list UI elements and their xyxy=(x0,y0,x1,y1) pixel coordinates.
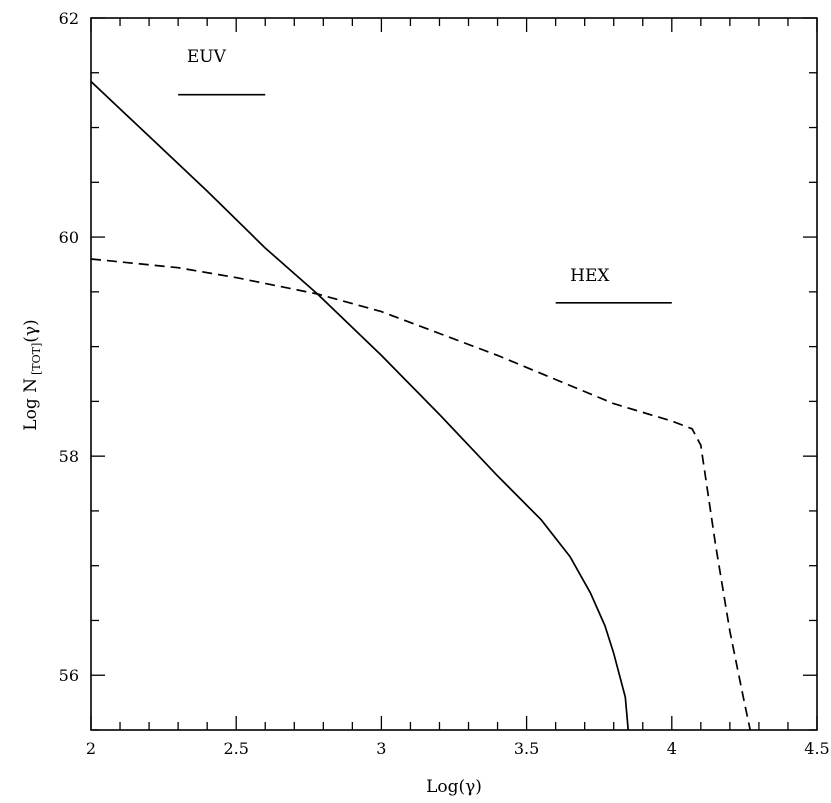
y-tick-label: 58 xyxy=(59,447,79,466)
plot-frame xyxy=(90,17,818,731)
x-tick-label: 4 xyxy=(667,739,677,758)
dashed-series-line xyxy=(90,258,752,731)
x-tick-label: 3.5 xyxy=(514,739,539,758)
y-axis-title-main: Log N xyxy=(21,378,41,431)
x-tick-label: 4.5 xyxy=(804,739,829,758)
y-tick-labels: 56 58 60 62 xyxy=(59,9,79,685)
x-tick-labels: 2 2.5 3 3.5 4 4.5 xyxy=(86,739,830,758)
annotation-label-euv: EUV xyxy=(187,47,227,67)
x-tick-label: 2 xyxy=(86,739,96,758)
minor-ticks xyxy=(91,18,817,731)
y-axis-title-tail: (γ) xyxy=(21,319,41,342)
annotations: EUV HEX xyxy=(178,47,672,304)
solid-series-line xyxy=(90,80,630,731)
y-axis-title-subscript: [TOT] xyxy=(30,343,43,375)
x-tick-label: 2.5 xyxy=(223,739,248,758)
x-tick-label: 3 xyxy=(376,739,386,758)
major-ticks xyxy=(90,17,818,730)
y-tick-label: 56 xyxy=(59,666,79,685)
series-group xyxy=(90,80,752,731)
x-axis-title: Log(γ) xyxy=(426,777,482,797)
y-axis-title: Log N [TOT](γ) xyxy=(21,319,43,430)
annotation-label-hex: HEX xyxy=(570,266,610,286)
y-tick-label: 62 xyxy=(59,9,79,28)
y-tick-label: 60 xyxy=(59,228,79,247)
